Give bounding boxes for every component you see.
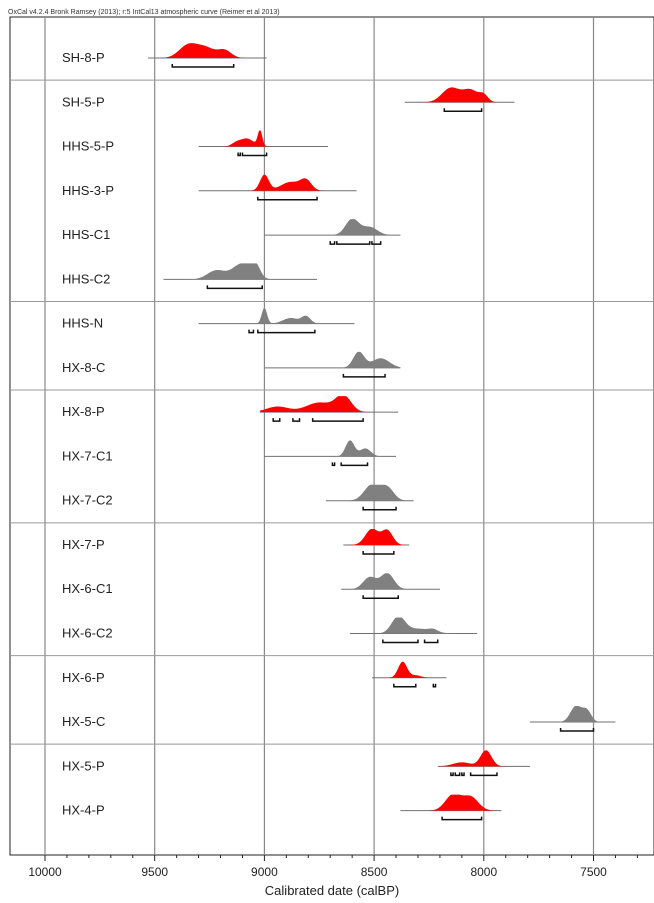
- probability-distribution: [371, 661, 447, 678]
- sample-label: HHS-C1: [62, 227, 110, 242]
- range-bracket: [272, 418, 281, 422]
- plot-frame: [9, 16, 654, 856]
- range-bracket: [469, 772, 498, 777]
- probability-distribution: [163, 263, 318, 280]
- probability-distribution: [529, 706, 616, 723]
- range-bracket: [443, 108, 483, 113]
- grid-lines: [44, 17, 595, 855]
- range-bracket: [450, 772, 454, 777]
- range-bracket: [248, 329, 255, 334]
- sample-label: HHS-3-P: [62, 183, 114, 198]
- range-bracket: [382, 639, 419, 644]
- x-axis-label: Calibrated date (calBP): [265, 883, 399, 898]
- range-bracket: [432, 683, 437, 688]
- range-bracket: [171, 64, 235, 68]
- range-bracket: [362, 550, 395, 555]
- range-bracket: [311, 418, 364, 422]
- distribution-row: HX-4-P: [62, 794, 502, 821]
- distribution-rows: SH-8-P SH-5-P HHS-5-P HHS-3-P HHS-C1 HHS-C2 HH…: [62, 43, 616, 821]
- range-bracket: [331, 462, 336, 467]
- distribution-row: HX-6-C2: [62, 617, 478, 644]
- x-tick-label: 9500: [141, 865, 168, 879]
- distribution-row: HX-5-P: [62, 750, 530, 777]
- distribution-row: HX-8-P: [62, 396, 399, 422]
- sample-label: HHS-C2: [62, 271, 110, 286]
- sample-label: HX-6-C2: [62, 626, 113, 641]
- range-bracket: [559, 728, 595, 732]
- distribution-row: SH-8-P: [62, 43, 267, 68]
- sample-label: HX-4-P: [62, 803, 105, 818]
- range-bracket: [336, 241, 371, 245]
- distribution-row: HX-7-P: [62, 528, 410, 555]
- probability-distribution: [198, 307, 355, 324]
- probability-distribution: [341, 573, 440, 590]
- sample-label: HX-7-P: [62, 537, 105, 552]
- distribution-row: HX-6-P: [62, 661, 447, 688]
- sample-label: HX-7-C2: [62, 493, 113, 508]
- range-bracket: [206, 285, 263, 290]
- range-bracket: [257, 196, 318, 201]
- probability-distribution: [400, 794, 502, 811]
- chart-header: OxCal v4.2.4 Bronk Ramsey (2013); r:5 In…: [8, 9, 280, 16]
- range-bracket: [423, 639, 439, 644]
- sample-label: HX-8-P: [62, 404, 105, 419]
- distribution-row: HHS-3-P: [62, 174, 357, 201]
- range-bracket: [237, 152, 242, 157]
- probability-distribution: [148, 43, 267, 58]
- range-bracket: [454, 772, 461, 777]
- distribution-row: HHS-5-P: [62, 130, 329, 157]
- distribution-row: HX-7-C1: [62, 440, 397, 467]
- probability-distribution: [198, 130, 329, 147]
- distribution-row: HX-7-C2: [62, 484, 414, 511]
- range-bracket: [371, 241, 382, 245]
- sample-label: SH-5-P: [62, 94, 105, 109]
- range-bracket: [441, 816, 483, 821]
- probability-distribution: [437, 750, 530, 767]
- probability-distribution: [264, 219, 401, 236]
- sample-label: HX-6-P: [62, 670, 105, 685]
- range-bracket: [292, 418, 301, 422]
- x-axis: 10000 9500 9000 8500 8000 7500: [28, 855, 638, 879]
- sample-label: HX-8-C: [62, 360, 105, 375]
- distribution-row: HHS-C2: [62, 263, 318, 290]
- distribution-row: HX-8-C: [62, 351, 401, 378]
- distribution-row: HX-6-C1: [62, 573, 440, 599]
- range-bracket: [342, 373, 386, 378]
- sample-label: HX-5-C: [62, 714, 105, 729]
- range-bracket: [362, 506, 397, 511]
- x-tick-label: 8500: [361, 865, 388, 879]
- sample-label: HX-6-C1: [62, 581, 113, 596]
- x-tick-label: 9000: [251, 865, 278, 879]
- x-tick-label: 8000: [470, 865, 497, 879]
- distribution-row: HHS-C1: [62, 219, 401, 245]
- range-bracket: [329, 241, 336, 245]
- range-bracket: [340, 462, 369, 467]
- sample-label: HX-5-P: [62, 758, 105, 773]
- probability-distribution: [349, 617, 478, 634]
- probability-distribution: [260, 396, 399, 413]
- range-bracket: [257, 329, 316, 334]
- distribution-row: HX-5-C: [62, 706, 616, 732]
- sample-label: SH-8-P: [62, 50, 105, 65]
- probability-distribution: [264, 351, 401, 368]
- group-separators: [10, 79, 654, 745]
- probability-distribution: [404, 87, 515, 103]
- probability-distribution: [325, 484, 414, 501]
- range-bracket: [362, 595, 399, 599]
- sample-label: HHS-N: [62, 316, 103, 331]
- sample-label: HHS-5-P: [62, 139, 114, 154]
- sample-label: HX-7-C1: [62, 448, 113, 463]
- range-bracket: [241, 152, 268, 157]
- probability-distribution: [198, 174, 357, 191]
- range-bracket: [461, 772, 465, 777]
- probability-distribution: [264, 440, 397, 457]
- x-tick-label: 7500: [580, 865, 607, 879]
- x-tick-label: 10000: [28, 865, 62, 879]
- range-bracket: [393, 683, 417, 688]
- distribution-row: SH-5-P: [62, 87, 515, 113]
- probability-distribution: [343, 528, 410, 545]
- distribution-row: HHS-N: [62, 307, 355, 334]
